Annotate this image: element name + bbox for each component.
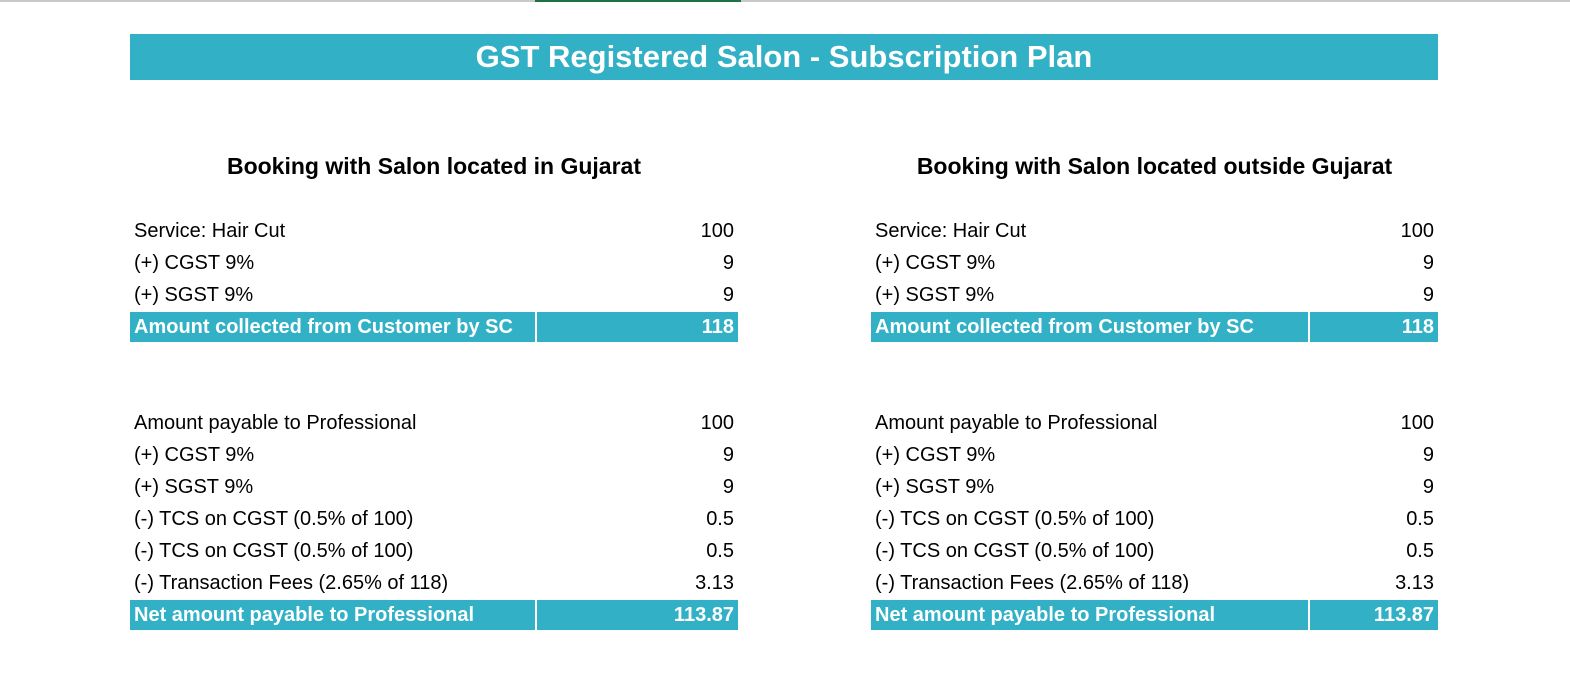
row-label: Amount payable to Professional [134, 412, 417, 434]
row-label: Service: Hair Cut [134, 220, 286, 242]
row-value: 0.5 [706, 540, 734, 562]
row-label: (+) SGST 9% [134, 476, 254, 498]
table-row: (-) TCS on CGST (0.5% of 100) 0.5 [130, 504, 738, 535]
table-row: (-) Transaction Fees (2.65% of 118) 3.13 [130, 568, 738, 599]
total-label: Amount collected from Customer by SC [875, 316, 1254, 338]
row-value: 0.5 [706, 508, 734, 530]
row-label: (+) CGST 9% [134, 252, 255, 274]
table-row: Amount payable to Professional 100 [130, 408, 738, 439]
row-label: (-) TCS on CGST (0.5% of 100) [875, 540, 1155, 562]
table-row: (-) TCS on CGST (0.5% of 100) 0.5 [871, 504, 1438, 535]
row-value: 3.13 [1395, 572, 1434, 594]
table-row: (-) TCS on CGST (0.5% of 100) 0.5 [130, 536, 738, 567]
table-row: (+) SGST 9% 9 [130, 280, 738, 311]
section-heading: Booking with Salon located outside Gujar… [916, 153, 1393, 179]
section-heading: Booking with Salon located in Gujarat [226, 153, 642, 179]
total-label: Amount collected from Customer by SC [134, 316, 513, 338]
table-row: (+) SGST 9% 9 [130, 472, 738, 503]
row-value: 100 [700, 220, 734, 242]
total-label: Net amount payable to Professional [875, 604, 1216, 626]
table-row: Service: Hair Cut 100 [871, 216, 1438, 247]
row-value: 100 [1400, 220, 1434, 242]
row-value: 9 [1422, 476, 1434, 498]
row-label: (+) CGST 9% [875, 252, 996, 274]
row-label: (+) CGST 9% [134, 444, 255, 466]
row-label: (+) SGST 9% [875, 284, 995, 306]
total-value: 113.87 [673, 604, 734, 626]
table-row: (-) Transaction Fees (2.65% of 118) 3.13 [871, 568, 1438, 599]
row-label: (+) CGST 9% [875, 444, 996, 466]
row-value: 9 [1422, 252, 1434, 274]
page-title: GST Registered Salon - Subscription Plan [130, 34, 1438, 80]
row-value: 9 [722, 252, 734, 274]
row-label: (-) Transaction Fees (2.65% of 118) [134, 572, 449, 594]
row-label: (-) Transaction Fees (2.65% of 118) [875, 572, 1190, 594]
cell-divider [1308, 600, 1310, 630]
cell-divider [535, 312, 537, 342]
total-row-collected: Amount collected from Customer by SC 118 [871, 312, 1438, 342]
row-value: 9 [1422, 444, 1434, 466]
table-row: (+) CGST 9% 9 [871, 440, 1438, 471]
row-label: (-) TCS on CGST (0.5% of 100) [134, 508, 414, 530]
sheet-top-border [0, 0, 1570, 2]
total-row-collected: Amount collected from Customer by SC 118 [130, 312, 738, 342]
row-label: (-) TCS on CGST (0.5% of 100) [875, 508, 1155, 530]
row-value: 9 [722, 444, 734, 466]
row-label: Amount payable to Professional [875, 412, 1158, 434]
total-value: 113.87 [1373, 604, 1434, 626]
row-value: 3.13 [695, 572, 734, 594]
total-value: 118 [701, 316, 734, 338]
total-row-net-payable: Net amount payable to Professional 113.8… [130, 600, 738, 630]
row-label: (-) TCS on CGST (0.5% of 100) [134, 540, 414, 562]
table-row: (+) CGST 9% 9 [130, 440, 738, 471]
total-row-net-payable: Net amount payable to Professional 113.8… [871, 600, 1438, 630]
row-label: (+) SGST 9% [875, 476, 995, 498]
row-value: 0.5 [1406, 508, 1434, 530]
cell-divider [1308, 312, 1310, 342]
active-sheet-indicator [535, 0, 741, 2]
table-row: (+) CGST 9% 9 [871, 248, 1438, 279]
table-row: (-) TCS on CGST (0.5% of 100) 0.5 [871, 536, 1438, 567]
row-label: Service: Hair Cut [875, 220, 1027, 242]
row-value: 100 [1400, 412, 1434, 434]
table-row: Amount payable to Professional 100 [871, 408, 1438, 439]
row-value: 9 [722, 476, 734, 498]
total-label: Net amount payable to Professional [134, 604, 475, 626]
cell-divider [535, 600, 537, 630]
row-value: 100 [700, 412, 734, 434]
table-row: Service: Hair Cut 100 [130, 216, 738, 247]
table-row: (+) SGST 9% 9 [871, 280, 1438, 311]
row-value: 0.5 [1406, 540, 1434, 562]
row-value: 9 [722, 284, 734, 306]
table-row: (+) SGST 9% 9 [871, 472, 1438, 503]
table-row: (+) CGST 9% 9 [130, 248, 738, 279]
total-value: 118 [1401, 316, 1434, 338]
row-value: 9 [1422, 284, 1434, 306]
row-label: (+) SGST 9% [134, 284, 254, 306]
